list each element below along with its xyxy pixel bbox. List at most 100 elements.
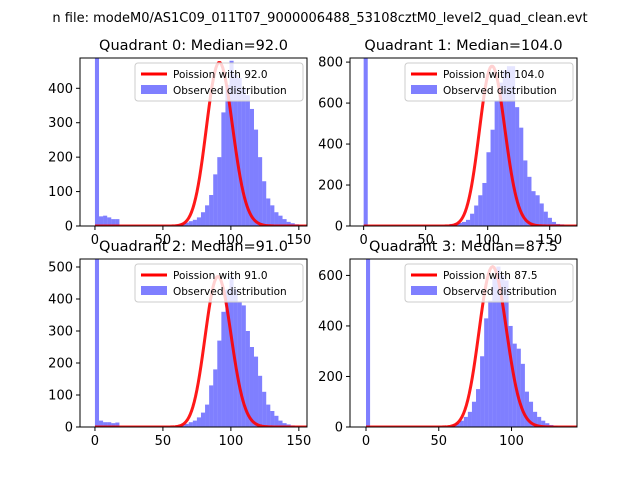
y-tick-label: 600: [318, 97, 343, 112]
legend-box: [404, 62, 574, 102]
hist-bar: [270, 205, 275, 226]
y-tick-label: 100: [48, 185, 73, 200]
x-tick-label: 50: [155, 434, 172, 449]
hist-bar: [99, 420, 104, 427]
hist-bar: [229, 276, 234, 427]
legend: Poission with 91.0 Observed distribution: [134, 263, 304, 303]
hist-bar: [366, 259, 371, 427]
hist-bar: [111, 423, 116, 427]
hist-bar: [225, 84, 230, 226]
hist-bar: [111, 219, 116, 226]
hist-bar: [480, 356, 485, 427]
hist-bar: [205, 205, 210, 226]
legend-box: [404, 263, 574, 303]
hist-bar: [262, 391, 267, 427]
x-tick-label: 100: [475, 233, 500, 248]
hist-bar: [237, 77, 242, 226]
hist-bar: [524, 391, 529, 427]
panel-title: Quadrant 2: Median=91.0: [99, 239, 288, 255]
hist-bar: [188, 422, 193, 427]
hist-bar: [515, 107, 520, 226]
x-tick-label: 0: [360, 233, 368, 248]
x-tick-label: 0: [91, 233, 99, 248]
hist-bar: [115, 422, 120, 427]
legend-box: [134, 263, 304, 303]
x-tick-label: 150: [537, 233, 562, 248]
axes-frame: [349, 258, 578, 428]
hist-bar: [516, 348, 521, 427]
hist-bar: [209, 195, 214, 226]
hist-bar: [484, 318, 489, 427]
hist-bar: [520, 363, 525, 427]
y-tick-label: 200: [318, 179, 343, 194]
hist-bar: [103, 215, 108, 226]
hist-bar: [470, 213, 475, 226]
y-tick-label: 200: [48, 151, 73, 166]
hist-bar: [461, 221, 466, 226]
hist-bar: [551, 221, 557, 226]
hist-bar: [500, 275, 505, 427]
hist-bar: [245, 95, 250, 226]
hist-bar: [217, 157, 222, 226]
hist-bar: [523, 160, 528, 226]
hist-bar: [253, 356, 259, 427]
hist-bar: [209, 385, 214, 427]
hist-bar: [184, 423, 189, 427]
hist-bar: [519, 127, 524, 226]
hist-bar: [531, 191, 536, 226]
legend-label-poisson: Poission with 104.0: [443, 69, 544, 81]
hist-bar: [527, 176, 532, 226]
legend-label-poisson: Poission with 92.0: [173, 69, 268, 81]
hist-bar: [99, 216, 104, 226]
hist-bar: [266, 198, 271, 226]
hist-bar: [213, 174, 218, 226]
hist-bar: [200, 412, 206, 427]
hist-bar: [241, 88, 246, 226]
legend-label-poisson: Poission with 87.5: [443, 270, 538, 282]
hist-bar: [253, 129, 259, 226]
hist-bar: [535, 195, 540, 226]
hist-bar: [482, 182, 487, 226]
hist-bar: [217, 340, 222, 427]
panel-title: Quadrant 0: Median=92.0: [99, 38, 288, 54]
x-tick-label: 50: [430, 434, 447, 449]
hist-bar: [363, 58, 368, 226]
hist-bar: [494, 101, 499, 226]
hist-bar: [115, 219, 120, 226]
hist-bar: [511, 66, 516, 226]
hist-bar: [533, 411, 538, 427]
hist-bar: [192, 420, 197, 427]
hist-bar: [258, 157, 263, 226]
y-tick-label: 0: [335, 220, 343, 235]
hist-bar: [249, 108, 254, 226]
legend-label-poisson: Poission with 91.0: [173, 270, 268, 282]
x-tick-label: 50: [155, 233, 172, 248]
legend: Poission with 92.0 Observed distribution: [134, 62, 304, 102]
hist-bar: [237, 302, 242, 427]
y-tick-label: 0: [65, 220, 73, 235]
axes-frame: [349, 57, 578, 227]
hist-bar: [196, 217, 201, 226]
legend-label-observed: Observed distribution: [443, 286, 557, 298]
hist-bar: [504, 280, 509, 427]
hist-bar: [545, 423, 550, 427]
legend-label-observed: Observed distribution: [443, 85, 557, 97]
hist-bar: [471, 401, 477, 427]
hist-bar: [258, 375, 263, 427]
hist-bar: [196, 417, 201, 427]
x-tick-label: 0: [91, 434, 99, 449]
hist-bar: [213, 369, 218, 427]
hist-bar: [221, 311, 226, 427]
y-tick-label: 200: [318, 370, 343, 385]
hist-bar: [476, 389, 481, 427]
hist-bar: [225, 289, 230, 427]
hist-bar: [249, 347, 254, 427]
hist-bar: [184, 222, 189, 226]
hist-bar: [547, 217, 552, 226]
hist-bar: [94, 259, 100, 427]
hist-bar: [459, 420, 464, 427]
hist-bar: [455, 423, 460, 427]
hist-bar: [478, 195, 483, 226]
legend: Poission with 104.0 Observed distribution: [404, 62, 574, 102]
hist-bar: [274, 212, 279, 226]
